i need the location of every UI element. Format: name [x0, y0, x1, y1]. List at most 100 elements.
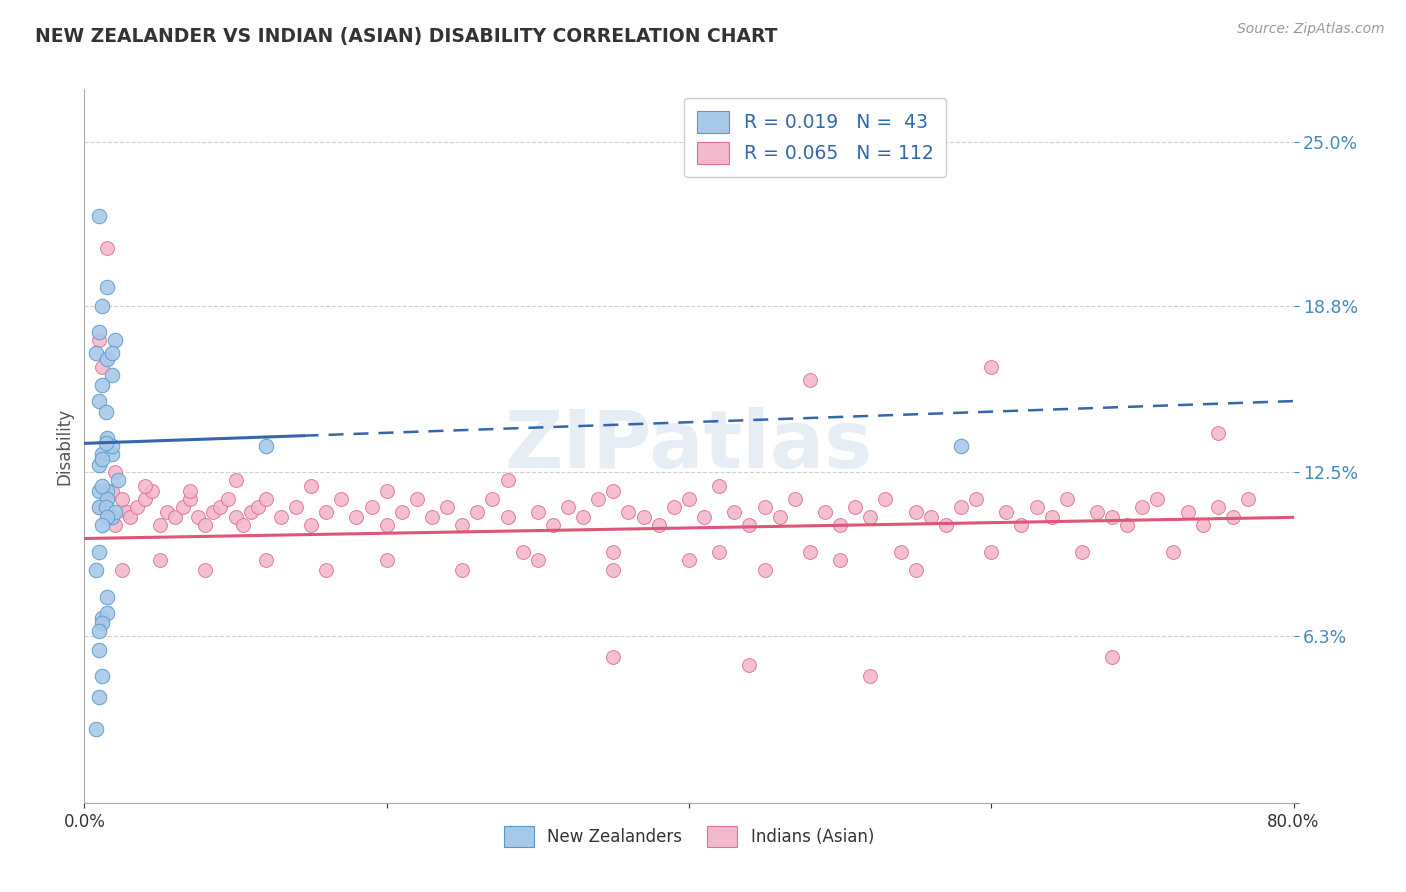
Point	[496, 510, 519, 524]
Point	[527, 505, 550, 519]
Point	[935, 518, 957, 533]
Point	[91, 378, 114, 392]
Point	[1071, 545, 1094, 559]
Point	[104, 333, 127, 347]
Point	[194, 518, 217, 533]
Point	[96, 280, 118, 294]
Point	[89, 458, 111, 472]
Point	[375, 518, 398, 533]
Point	[89, 642, 111, 657]
Point	[693, 510, 716, 524]
Point	[96, 590, 118, 604]
Point	[391, 505, 413, 519]
Point	[965, 491, 987, 506]
Point	[875, 491, 897, 506]
Point	[1116, 518, 1139, 533]
Point	[285, 500, 308, 514]
Point	[602, 545, 624, 559]
Point	[91, 359, 114, 374]
Point	[134, 491, 156, 506]
Point	[890, 545, 912, 559]
Point	[754, 500, 776, 514]
Point	[100, 346, 122, 360]
Point	[678, 552, 700, 566]
Point	[754, 563, 776, 577]
Point	[104, 505, 127, 519]
Point	[1025, 500, 1047, 514]
Point	[96, 241, 118, 255]
Point	[1085, 505, 1108, 519]
Point	[1101, 650, 1123, 665]
Point	[179, 483, 201, 498]
Point	[859, 669, 882, 683]
Point	[980, 359, 1002, 374]
Point	[111, 491, 134, 506]
Point	[1011, 518, 1033, 533]
Legend: New Zealanders, Indians (Asian): New Zealanders, Indians (Asian)	[495, 818, 883, 855]
Point	[172, 500, 194, 514]
Point	[1237, 491, 1260, 506]
Point	[557, 500, 579, 514]
Point	[118, 510, 141, 524]
Point	[662, 500, 685, 514]
Point	[96, 431, 118, 445]
Point	[1146, 491, 1168, 506]
Point	[512, 545, 534, 559]
Point	[950, 439, 973, 453]
Point	[315, 505, 337, 519]
Point	[94, 436, 117, 450]
Point	[165, 510, 187, 524]
Point	[86, 346, 108, 360]
Point	[375, 552, 398, 566]
Point	[995, 505, 1018, 519]
Point	[709, 545, 731, 559]
Point	[451, 563, 474, 577]
Point	[904, 563, 927, 577]
Point	[602, 650, 624, 665]
Point	[91, 611, 114, 625]
Point	[91, 447, 114, 461]
Point	[799, 545, 821, 559]
Point	[254, 552, 277, 566]
Point	[859, 510, 882, 524]
Point	[299, 518, 322, 533]
Point	[467, 505, 489, 519]
Point	[270, 510, 292, 524]
Point	[201, 505, 224, 519]
Point	[91, 478, 114, 492]
Point	[709, 478, 731, 492]
Point	[315, 563, 337, 577]
Point	[89, 333, 111, 347]
Point	[217, 491, 239, 506]
Point	[950, 500, 973, 514]
Point	[89, 209, 111, 223]
Point	[89, 545, 111, 559]
Point	[232, 518, 254, 533]
Text: ZIPatlas: ZIPatlas	[505, 407, 873, 485]
Point	[1161, 545, 1184, 559]
Point	[209, 500, 232, 514]
Point	[156, 505, 179, 519]
Point	[738, 658, 761, 673]
Point	[1130, 500, 1153, 514]
Point	[96, 510, 118, 524]
Point	[91, 669, 114, 683]
Point	[980, 545, 1002, 559]
Point	[920, 510, 942, 524]
Text: Source: ZipAtlas.com: Source: ZipAtlas.com	[1237, 22, 1385, 37]
Point	[360, 500, 382, 514]
Point	[375, 483, 398, 498]
Point	[1192, 518, 1215, 533]
Point	[572, 510, 595, 524]
Point	[89, 690, 111, 704]
Point	[89, 326, 111, 340]
Point	[723, 505, 745, 519]
Point	[100, 439, 122, 453]
Point	[89, 624, 111, 638]
Point	[86, 563, 108, 577]
Point	[1206, 425, 1229, 440]
Point	[100, 483, 122, 498]
Point	[194, 563, 217, 577]
Point	[844, 500, 866, 514]
Point	[96, 606, 118, 620]
